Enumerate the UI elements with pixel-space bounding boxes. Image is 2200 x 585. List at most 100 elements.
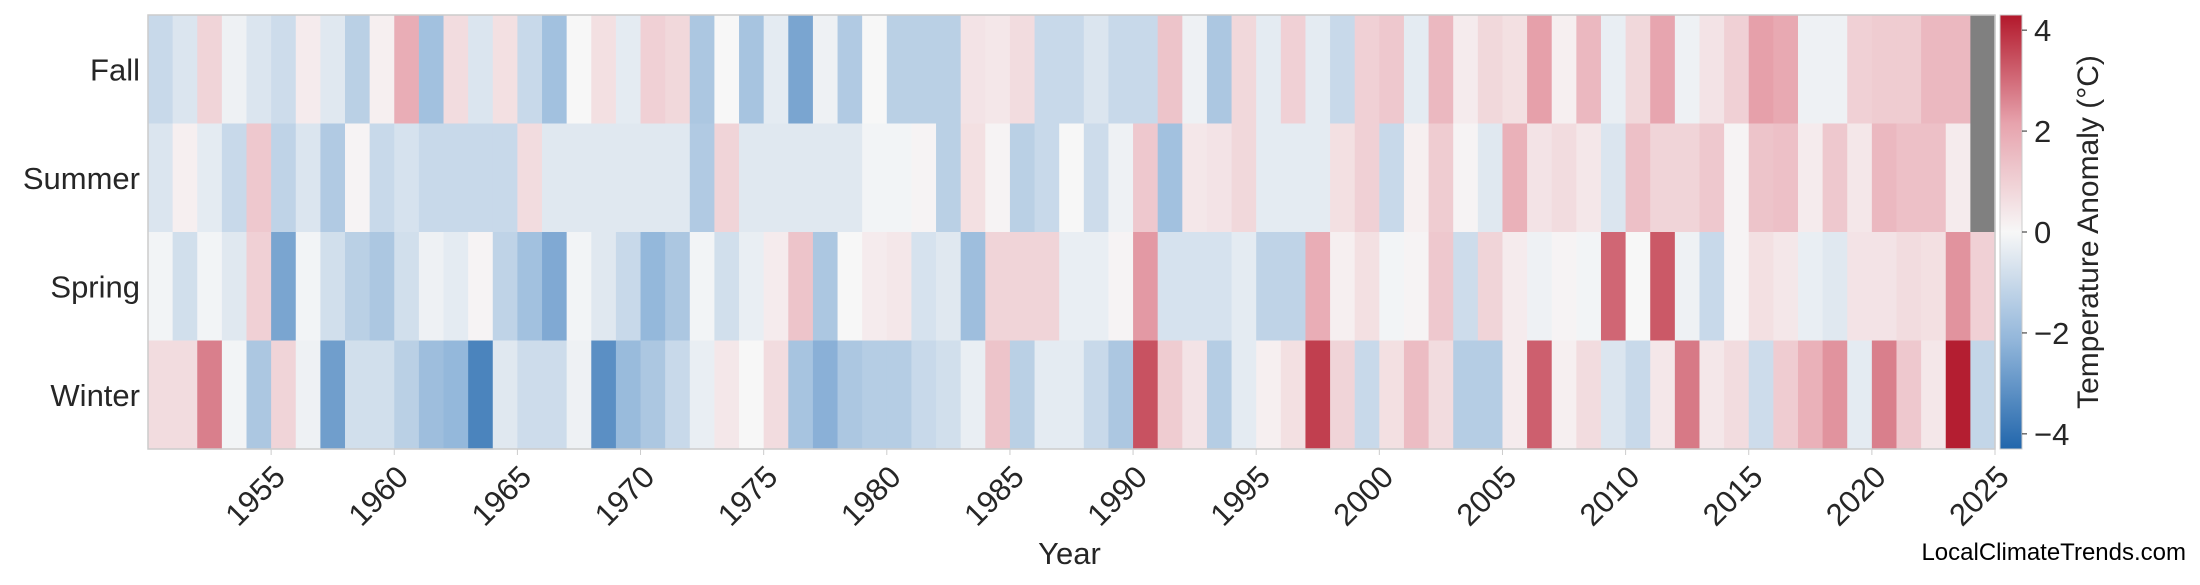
- x-tick-label: 2005: [1450, 459, 1524, 533]
- heatmap-cell: [394, 15, 420, 125]
- heatmap-cell: [172, 123, 198, 233]
- heatmap-cell: [1034, 340, 1060, 450]
- heatmap-cell: [1280, 15, 1307, 125]
- heatmap-cell: [1083, 123, 1110, 233]
- heatmap-cell: [788, 232, 814, 342]
- heatmap-cell: [566, 15, 592, 125]
- heatmap-cell: [1797, 15, 1824, 125]
- heatmap-cell: [1330, 15, 1356, 125]
- heatmap-cell: [1527, 123, 1553, 233]
- x-tick-label: 2020: [1819, 459, 1893, 533]
- heatmap-cell: [1797, 340, 1824, 450]
- x-tick-label: 2015: [1696, 459, 1770, 533]
- heatmap-cell: [1551, 15, 1577, 125]
- heatmap-cell: [1748, 123, 1774, 233]
- heatmap-cell: [369, 232, 395, 342]
- heatmap-cell: [221, 232, 248, 342]
- heatmap-cell: [1330, 340, 1356, 450]
- heatmap-cell: [1354, 232, 1380, 342]
- heatmap-cell: [295, 123, 321, 233]
- heatmap-cell: [1748, 340, 1774, 450]
- colorbar-tick-label: 0: [2034, 215, 2051, 250]
- heatmap-cell: [1822, 232, 1848, 342]
- heatmap-cell: [1871, 340, 1898, 450]
- heatmap-cell: [1699, 15, 1725, 125]
- heatmap-cell: [1083, 340, 1110, 450]
- heatmap-cell: [517, 15, 543, 125]
- heatmap-cell: [1206, 340, 1233, 450]
- heatmap-cell: [1699, 123, 1725, 233]
- heatmap-cell: [1354, 15, 1380, 125]
- heatmap-cell: [936, 232, 962, 342]
- heatmap-cell: [369, 123, 395, 233]
- heatmap-cell: [1256, 123, 1282, 233]
- heatmap-cell: [1330, 232, 1356, 342]
- heatmap-cell: [862, 340, 888, 450]
- heatmap-cell: [1182, 340, 1208, 450]
- heatmap-cell: [1921, 340, 1947, 450]
- heatmap-cell: [615, 232, 642, 342]
- heatmap-cell: [837, 123, 863, 233]
- heatmap-cell: [295, 232, 321, 342]
- x-tick-label: 1960: [342, 459, 416, 533]
- heatmap-cell: [246, 123, 272, 233]
- heatmap-cell: [148, 123, 174, 233]
- heatmap-cell: [1921, 123, 1947, 233]
- heatmap-cell: [566, 232, 592, 342]
- heatmap-cell: [1108, 232, 1134, 342]
- heatmap-cell: [1280, 232, 1307, 342]
- heatmap-cell: [714, 123, 740, 233]
- heatmap-cell: [320, 340, 346, 450]
- heatmap-cell: [1551, 123, 1577, 233]
- heatmap-cell: [1083, 232, 1110, 342]
- heatmap-cell: [1773, 15, 1799, 125]
- heatmap-cell: [1231, 232, 1257, 342]
- heatmap-cell: [1206, 232, 1233, 342]
- heatmap-cell: [788, 123, 814, 233]
- x-tick-label: 1980: [834, 459, 908, 533]
- heatmap-cell: [615, 15, 642, 125]
- heatmap-cell: [1773, 232, 1799, 342]
- heatmap-cell: [960, 123, 986, 233]
- heatmap-cell: [295, 340, 321, 450]
- heatmap-cell: [1921, 15, 1947, 125]
- heatmap-cell: [1674, 123, 1701, 233]
- heatmap-cell: [739, 340, 765, 450]
- heatmap-cell: [418, 15, 445, 125]
- heatmap-cell: [1699, 340, 1725, 450]
- heatmap-cell: [985, 15, 1011, 125]
- heatmap-cell: [689, 15, 716, 125]
- heatmap-cell: [542, 232, 568, 342]
- heatmap-cell: [1773, 340, 1799, 450]
- heatmap-cell: [1945, 340, 1971, 450]
- heatmap-cell: [714, 15, 740, 125]
- heatmap-cell: [271, 15, 297, 125]
- heatmap-cell: [1133, 340, 1159, 450]
- heatmap-cell: [492, 232, 518, 342]
- heatmap-cell: [1527, 340, 1553, 450]
- heatmap-cell: [221, 15, 248, 125]
- heatmap-cell: [1009, 15, 1036, 125]
- heatmap-cell: [468, 15, 494, 125]
- heatmap-cell: [1133, 15, 1159, 125]
- heatmap-cell: [788, 15, 814, 125]
- heatmap-cell: [1674, 232, 1701, 342]
- heatmap-cell: [1847, 15, 1873, 125]
- heatmap-cell: [640, 340, 666, 450]
- row-labels: Fall Summer Spring Winter: [23, 52, 140, 413]
- heatmap-cell: [246, 15, 272, 125]
- heatmap-cell: [517, 123, 543, 233]
- colorbar-label: Temperature Anomaly (°C): [2072, 55, 2105, 409]
- heatmap-cell: [1724, 232, 1750, 342]
- heatmap-cell: [886, 232, 913, 342]
- heatmap-cell: [1256, 15, 1282, 125]
- heatmap-cell: [591, 15, 617, 125]
- heatmap-cell: [1748, 15, 1774, 125]
- heatmap-cell: [1551, 232, 1577, 342]
- x-tick-label: 1990: [1080, 459, 1154, 533]
- heatmap-cell: [345, 123, 371, 233]
- heatmap-cell: [812, 15, 839, 125]
- heatmap-cell: [1945, 15, 1971, 125]
- x-tick-label: 1975: [711, 459, 785, 533]
